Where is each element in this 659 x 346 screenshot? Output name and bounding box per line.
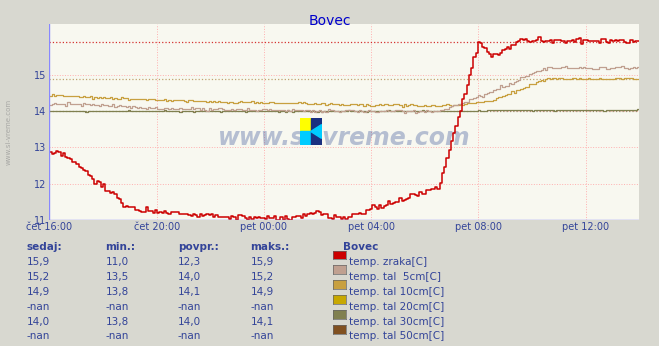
Text: 14,1: 14,1 bbox=[250, 317, 273, 327]
Text: -nan: -nan bbox=[105, 302, 129, 312]
Text: 13,5: 13,5 bbox=[105, 272, 129, 282]
Text: 15,9: 15,9 bbox=[26, 257, 49, 267]
Text: www.si-vreme.com: www.si-vreme.com bbox=[5, 98, 11, 165]
Text: 12,3: 12,3 bbox=[178, 257, 201, 267]
Text: 14,0: 14,0 bbox=[178, 317, 201, 327]
Text: 14,9: 14,9 bbox=[250, 287, 273, 297]
Bar bbox=[300, 118, 311, 131]
Text: 14,0: 14,0 bbox=[26, 317, 49, 327]
Text: 13,8: 13,8 bbox=[105, 287, 129, 297]
Polygon shape bbox=[311, 118, 322, 145]
Text: -nan: -nan bbox=[26, 302, 49, 312]
Text: temp. tal 30cm[C]: temp. tal 30cm[C] bbox=[349, 317, 445, 327]
Text: min.:: min.: bbox=[105, 242, 136, 252]
Text: 13,8: 13,8 bbox=[105, 317, 129, 327]
Polygon shape bbox=[311, 125, 322, 138]
Text: 15,9: 15,9 bbox=[250, 257, 273, 267]
Text: 14,1: 14,1 bbox=[178, 287, 201, 297]
Text: Bovec: Bovec bbox=[308, 14, 351, 28]
Text: -nan: -nan bbox=[178, 331, 201, 342]
Text: -nan: -nan bbox=[250, 302, 273, 312]
Text: temp. tal 50cm[C]: temp. tal 50cm[C] bbox=[349, 331, 445, 342]
Text: temp. tal 10cm[C]: temp. tal 10cm[C] bbox=[349, 287, 445, 297]
Text: -nan: -nan bbox=[105, 331, 129, 342]
Text: povpr.:: povpr.: bbox=[178, 242, 219, 252]
Text: -nan: -nan bbox=[26, 331, 49, 342]
Text: 14,9: 14,9 bbox=[26, 287, 49, 297]
Text: 14,0: 14,0 bbox=[178, 272, 201, 282]
Text: 15,2: 15,2 bbox=[26, 272, 49, 282]
Text: Bovec: Bovec bbox=[343, 242, 378, 252]
Text: temp. tal 20cm[C]: temp. tal 20cm[C] bbox=[349, 302, 445, 312]
Text: temp. zraka[C]: temp. zraka[C] bbox=[349, 257, 428, 267]
Text: www.si-vreme.com: www.si-vreme.com bbox=[218, 126, 471, 149]
Text: -nan: -nan bbox=[178, 302, 201, 312]
Bar bbox=[300, 131, 311, 145]
Text: sedaj:: sedaj: bbox=[26, 242, 62, 252]
Text: 15,2: 15,2 bbox=[250, 272, 273, 282]
Text: 11,0: 11,0 bbox=[105, 257, 129, 267]
Text: maks.:: maks.: bbox=[250, 242, 290, 252]
Text: temp. tal  5cm[C]: temp. tal 5cm[C] bbox=[349, 272, 442, 282]
Text: -nan: -nan bbox=[250, 331, 273, 342]
